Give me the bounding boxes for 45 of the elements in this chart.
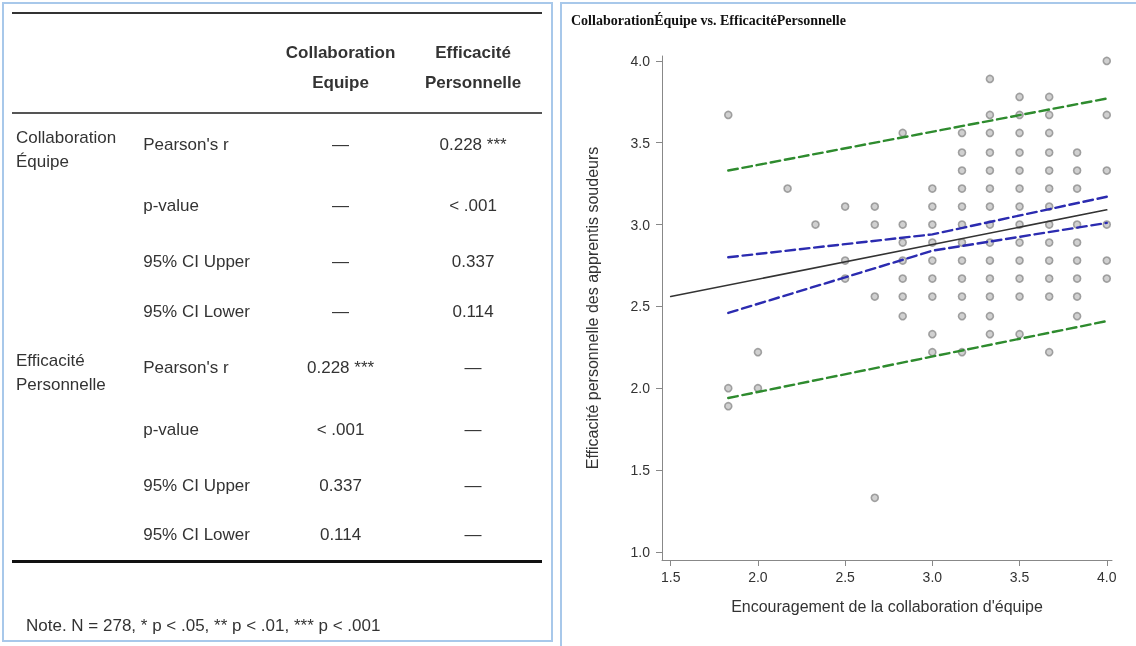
x-axis-title: Encouragement de la collaboration d'équipe — [731, 597, 1043, 615]
y-tick-label: 1.0 — [630, 543, 651, 560]
text: — — [332, 252, 350, 271]
y-axis-title: Efficacité personnelle des apprentis soudeurs — [583, 146, 601, 470]
x-tick-label: 2.5 — [835, 569, 856, 585]
text: Efficacité Personnelle — [16, 351, 106, 394]
y-tick-label: 2.5 — [630, 298, 651, 315]
text: — — [332, 302, 350, 321]
x-tick-label: 3.0 — [922, 569, 943, 585]
text: 95% CI Upper — [143, 252, 250, 271]
y-tick-label: 3.0 — [630, 216, 651, 233]
y-tick-label: 4.0 — [630, 52, 651, 69]
y-tick-label: 3.5 — [630, 134, 651, 151]
category-label: Efficacité Personnelle — [404, 13, 542, 113]
text: 95% CI Lower — [143, 302, 250, 321]
text: 0.114 — [319, 525, 362, 545]
text: — — [464, 476, 482, 495]
text: — — [464, 525, 482, 545]
text: p-value — [143, 420, 199, 439]
text: — — [332, 196, 350, 215]
text: 95% CI Lower — [143, 525, 250, 545]
text: p-value — [143, 196, 199, 215]
text: Collaboration Équipe — [16, 128, 117, 171]
text: 0.228 *** — [439, 134, 507, 154]
y-tick-label: 2.0 — [630, 380, 651, 397]
text: — — [464, 358, 482, 377]
category-label: Collaboration Equipe — [276, 13, 405, 113]
text: < .001 — [316, 420, 365, 439]
text: 0.228 *** — [307, 358, 375, 377]
text: 95% CI Upper — [143, 476, 250, 495]
chart-title: CollaborationÉquipe vs. EfficacitéPersonnelle — [571, 11, 846, 28]
text: 0.114 — [452, 302, 494, 321]
x-tick-label: 1.5 — [660, 569, 681, 585]
text: 0.337 — [451, 252, 495, 271]
text: < .001 — [449, 196, 497, 215]
x-tick-label: 2.0 — [748, 569, 768, 585]
text: — — [464, 420, 482, 439]
x-tick-label: 3.5 — [1009, 569, 1030, 585]
text: Pearson's r — [143, 134, 229, 154]
text: 0.337 — [319, 476, 362, 495]
text: — — [332, 134, 350, 154]
text: Note. N = 278, * p < .05, ** p < .01, *** p < .001 — [26, 616, 381, 636]
y-tick-label: 1.5 — [630, 462, 651, 478]
x-tick-label: 4.0 — [1097, 569, 1117, 585]
text: Pearson's r — [143, 358, 229, 377]
